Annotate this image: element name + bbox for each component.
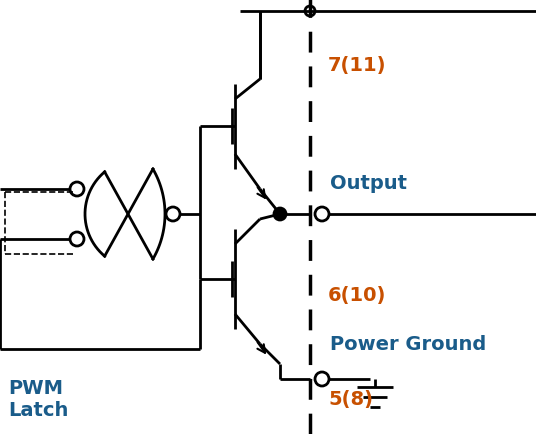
Text: PWM
Latch: PWM Latch <box>8 378 69 420</box>
Text: Output: Output <box>330 174 407 193</box>
Text: 6(10): 6(10) <box>328 285 386 304</box>
Circle shape <box>274 208 286 220</box>
Text: Power Ground: Power Ground <box>330 335 486 354</box>
Text: 5(8): 5(8) <box>328 390 373 408</box>
Text: 7(11): 7(11) <box>328 56 386 74</box>
